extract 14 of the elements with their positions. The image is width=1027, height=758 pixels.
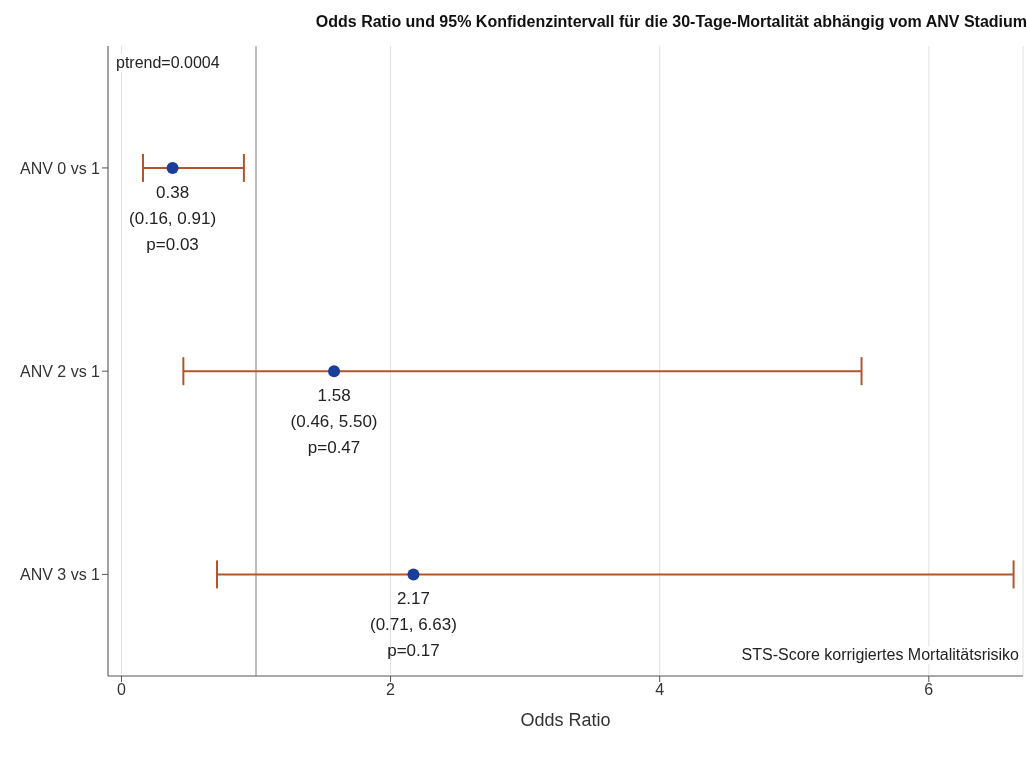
x-tick-label: 6 xyxy=(924,681,934,699)
chart-title: Odds Ratio und 95% Konfidenzintervall für die 30-Tage-Mortalität abhängig vom ANV Stadium xyxy=(314,12,1027,32)
y-tick-label: ANV 0 vs 1 xyxy=(19,159,101,177)
y-tick-label: ANV 2 vs 1 xyxy=(19,362,101,380)
x-tick-label: 0 xyxy=(117,681,126,699)
x-axis-title: Odds Ratio xyxy=(520,710,611,730)
data-label: 2.17 (0.71, 6.63) p=0.17 xyxy=(369,589,457,661)
data-label: 1.58 (0.46, 5.50) p=0.47 xyxy=(290,386,378,458)
data-label: 0.38 (0.16, 0.91) p=0.03 xyxy=(129,182,217,254)
annotation: STS-Score korrigiertes Mortalitätsrisiko xyxy=(741,646,1019,664)
x-tick-label: 4 xyxy=(655,681,665,699)
x-tick-label: 2 xyxy=(386,681,396,699)
annotation: ptrend=0.0004 xyxy=(116,54,220,72)
y-tick-label: ANV 3 vs 1 xyxy=(19,566,101,584)
